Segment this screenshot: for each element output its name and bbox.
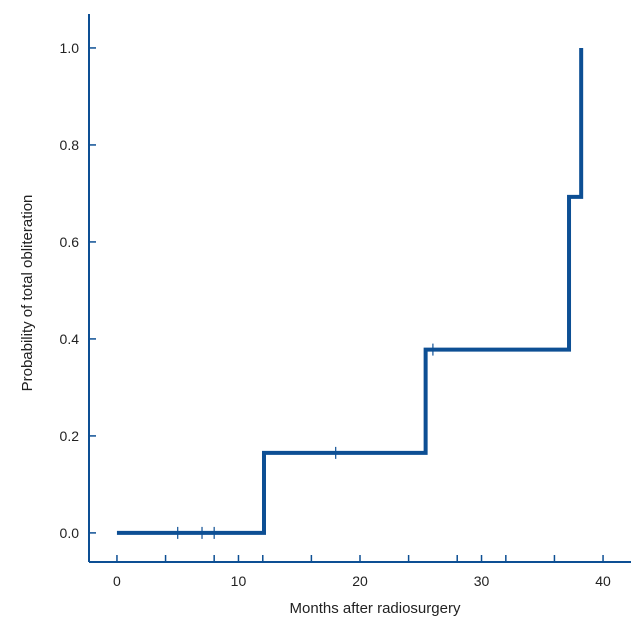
y-tick-label: 0.8: [60, 137, 80, 153]
y-tick-label: 0.2: [60, 428, 80, 444]
km-step-line: [116, 47, 584, 535]
x-tick-label: 30: [474, 573, 490, 589]
y-tick-label: 0.4: [60, 331, 80, 347]
axes: [88, 14, 631, 563]
x-tick-label: 0: [113, 573, 121, 589]
x-ticks: 0 10 20 30 40: [113, 555, 611, 589]
y-tick-label: 1.0: [60, 40, 80, 56]
x-axis-title: Months after radiosurgery: [290, 600, 461, 617]
x-tick-label: 20: [352, 573, 368, 589]
y-ticks: 0.0 0.2 0.4 0.6 0.8 1.0: [60, 40, 96, 541]
x-tick-label: 10: [231, 573, 247, 589]
series-layer: [116, 47, 584, 539]
x-tick-label: 40: [595, 573, 611, 589]
y-tick-label: 0.6: [60, 234, 80, 250]
y-axis-title: Probability of total obliteration: [19, 195, 36, 392]
y-tick-label: 0.0: [60, 525, 80, 541]
